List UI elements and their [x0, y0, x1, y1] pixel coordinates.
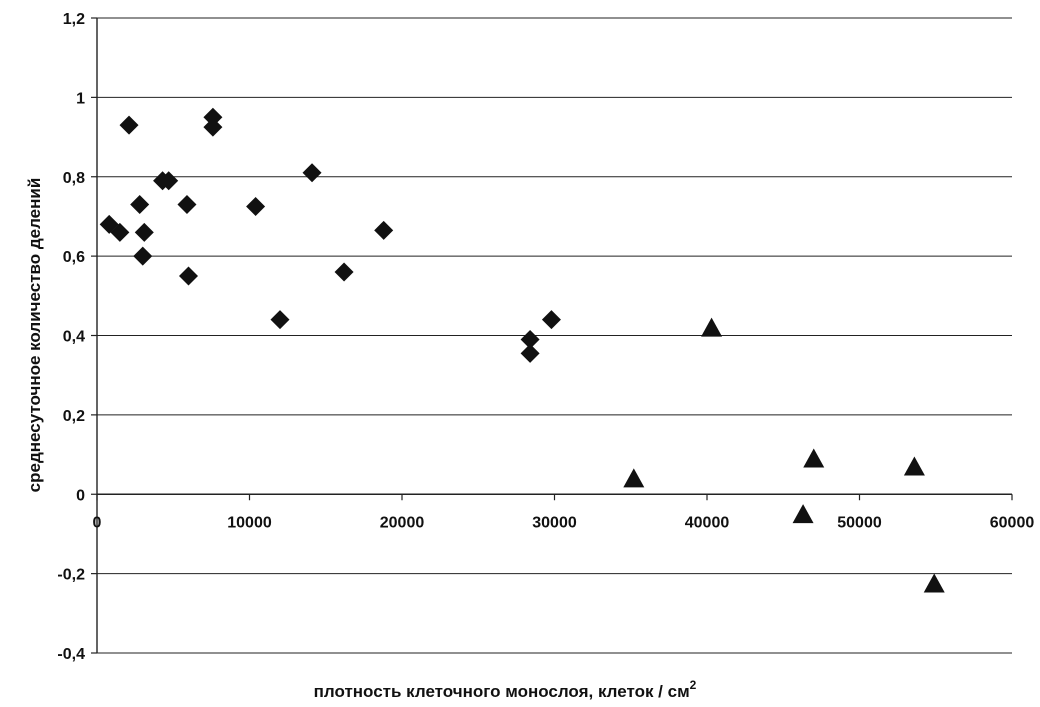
diamond-marker	[179, 266, 198, 286]
diamond-marker	[520, 329, 540, 349]
triangle-marker	[792, 504, 814, 524]
y-tick-label: 0,2	[63, 408, 85, 425]
triangle-marker	[903, 456, 925, 476]
diamond-marker	[520, 343, 540, 363]
x-tick-label: 40000	[685, 514, 730, 531]
y-tick-label: 0,4	[63, 329, 85, 346]
y-tick-label: 1,2	[63, 11, 85, 28]
diamond-marker	[130, 195, 150, 215]
x-tick-label: 20000	[380, 514, 425, 531]
diamond-marker	[134, 222, 154, 242]
diamond-marker	[133, 246, 153, 266]
x-tick-label: 50000	[837, 514, 882, 531]
y-tick-label: -0,4	[57, 646, 85, 663]
grid-lines	[91, 17, 1012, 654]
diamond-marker	[159, 171, 179, 191]
triangle-marker	[803, 448, 825, 468]
diamond-marker	[374, 220, 394, 240]
triangle-marker	[923, 573, 945, 593]
diamond-marker	[302, 163, 322, 183]
triangle-marker	[623, 468, 645, 488]
diamond-marker	[203, 117, 223, 137]
x-tick-label: 10000	[227, 514, 272, 531]
x-tick-label: 60000	[990, 514, 1035, 531]
y-axis-title: среднесуточное количество делений	[25, 178, 44, 493]
triangle-marker	[701, 317, 723, 337]
x-tick-label: 0	[93, 514, 102, 531]
diamond-marker	[177, 195, 197, 215]
x-axis-title-superscript: 2	[690, 678, 697, 692]
y-tick-label: 1	[76, 90, 85, 107]
diamond-marker	[334, 262, 354, 282]
diamond-marker	[541, 310, 561, 330]
diamond-marker	[119, 115, 139, 135]
data-markers	[99, 107, 945, 593]
y-tick-labels: 1,2 1 0,8 0,6 0,4 0,2 0 -0,2 -0,4	[57, 11, 85, 663]
diamond-marker	[246, 197, 266, 217]
diamond-marker	[203, 107, 223, 127]
y-tick-label: 0	[76, 487, 85, 504]
x-axis-title: плотность клеточного монослоя, клеток / …	[314, 678, 697, 701]
y-tick-label: -0,2	[57, 567, 85, 584]
x-tick-label: 30000	[532, 514, 577, 531]
diamond-marker	[110, 222, 130, 242]
diamond-marker	[270, 310, 290, 330]
x-axis-title-text: плотность клеточного монослоя, клеток / …	[314, 682, 690, 701]
y-tick-label: 0,8	[63, 170, 85, 187]
x-tick-labels: 0 10000 20000 30000 40000 50000 60000	[93, 494, 1035, 531]
y-tick-label: 0,6	[63, 249, 85, 266]
